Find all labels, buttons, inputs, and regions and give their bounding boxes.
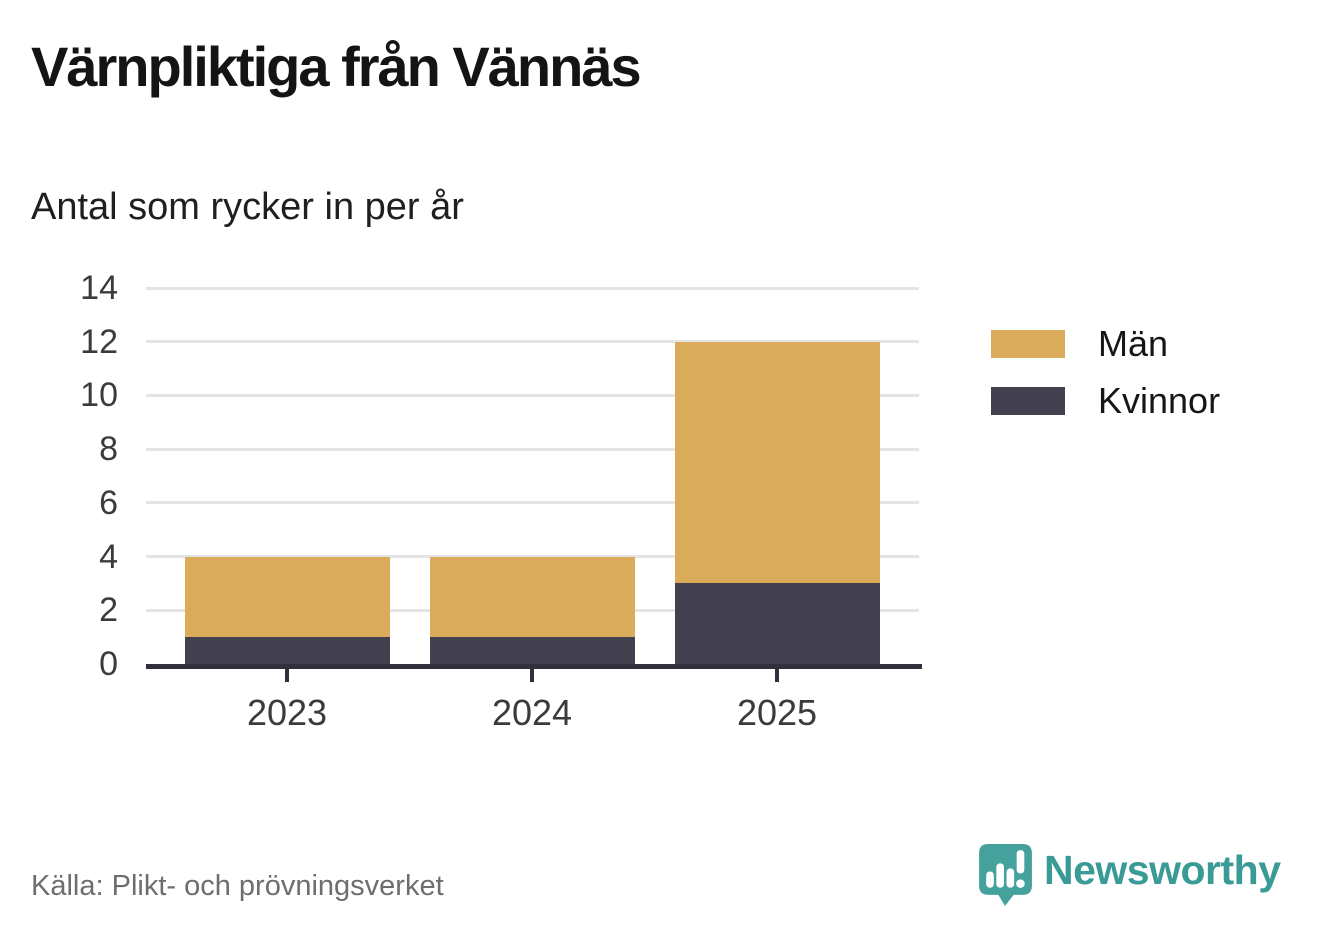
y-axis-tick-label: 12 [80,322,118,361]
brand-logo[interactable]: Newsworthy [978,843,1281,906]
x-axis-tick [530,669,534,682]
legend-item-män: Män [991,323,1220,364]
y-axis-tick-label: 2 [99,591,118,630]
brand-wordmark: Newsworthy [1044,847,1281,893]
x-axis-tick-label: 2023 [246,692,328,733]
chart-subtitle: Antal som rycker in per år [31,186,464,228]
y-axis-tick-label: 0 [99,645,118,683]
page-title: Värnpliktiga från Vännäs [31,35,642,98]
y-axis-tick-label: 10 [80,376,118,415]
source-note: Källa: Plikt- och prövningsverket [31,870,444,902]
x-axis-tick-label: 2024 [491,692,573,733]
bar-2025-män [674,341,880,584]
x-axis-tick [285,669,289,682]
legend-item-kvinnor: Kvinnor [991,380,1221,421]
gridline-y-14 [146,286,919,290]
gridline-y-10 [146,393,919,397]
bar-chart-speech-bubble-icon [979,844,1032,906]
gridline-y-6 [146,501,919,505]
bar-2023-kvinnor [184,637,390,664]
bar-2023-män [184,556,390,638]
y-axis-tick-label: 8 [99,430,118,469]
y-axis-tick-label: 14 [80,269,118,307]
x-axis-tick [775,669,779,682]
legend-swatch-kvinnor [991,387,1065,415]
gridline-y-8 [146,447,919,451]
gridline-y-12 [146,340,919,344]
y-axis-tick-label: 6 [99,483,118,522]
legend: Män Kvinnor [991,323,1221,439]
bar-2024-män [429,556,635,638]
x-axis-line [146,664,922,669]
x-axis-tick-label: 2025 [736,692,818,733]
legend-label: Kvinnor [1098,380,1221,421]
legend-label: Män [1098,323,1169,364]
bar-2024-kvinnor [429,637,635,664]
legend-swatch-män [991,330,1065,358]
y-axis-tick-label: 4 [99,537,118,576]
bar-2025-kvinnor [674,583,880,664]
